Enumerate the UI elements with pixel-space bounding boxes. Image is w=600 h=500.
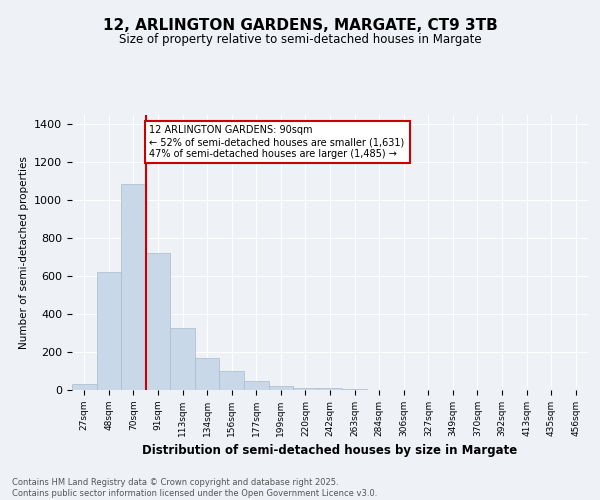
Y-axis label: Number of semi-detached properties: Number of semi-detached properties [19, 156, 29, 349]
Bar [293, 388, 318, 390]
Text: Size of property relative to semi-detached houses in Margate: Size of property relative to semi-detach… [119, 32, 481, 46]
X-axis label: Distribution of semi-detached houses by size in Margate: Distribution of semi-detached houses by … [142, 444, 518, 458]
Text: 12, ARLINGTON GARDENS, MARGATE, CT9 3TB: 12, ARLINGTON GARDENS, MARGATE, CT9 3TB [103, 18, 497, 32]
Bar [195, 358, 220, 390]
Bar [97, 272, 121, 390]
Bar [170, 328, 195, 390]
Bar [220, 371, 244, 390]
Bar [269, 386, 293, 390]
Bar [342, 389, 367, 390]
Text: Contains HM Land Registry data © Crown copyright and database right 2025.
Contai: Contains HM Land Registry data © Crown c… [12, 478, 377, 498]
Bar [121, 184, 146, 390]
Bar [72, 384, 97, 390]
Bar [318, 388, 342, 390]
Bar [244, 382, 269, 390]
Text: 12 ARLINGTON GARDENS: 90sqm
← 52% of semi-detached houses are smaller (1,631)
47: 12 ARLINGTON GARDENS: 90sqm ← 52% of sem… [149, 126, 404, 158]
Bar [146, 254, 170, 390]
